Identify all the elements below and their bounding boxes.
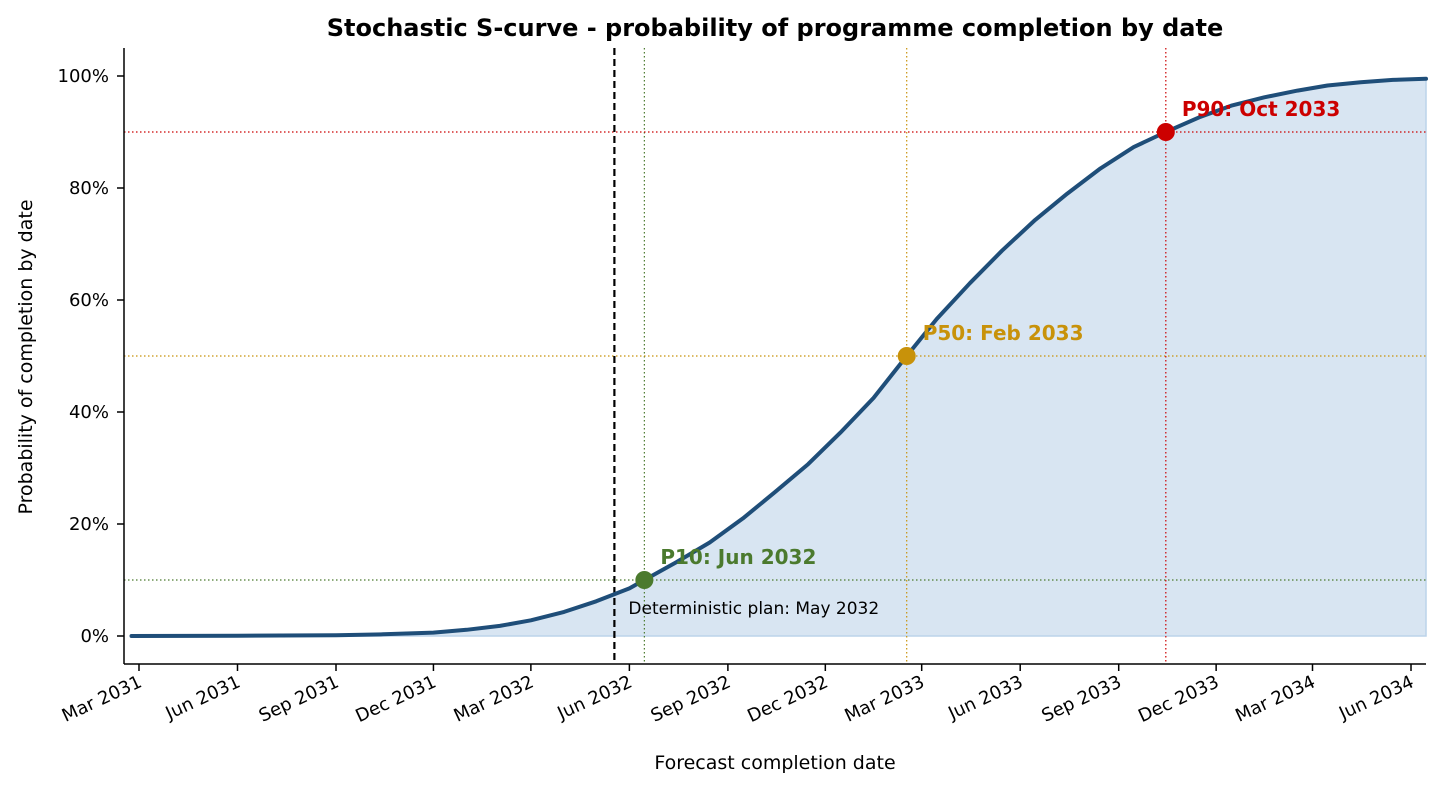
chart-title: Stochastic S-curve - probability of prog… — [327, 14, 1224, 42]
p10-marker-point — [635, 571, 654, 589]
y-tick-label: 20% — [69, 514, 109, 535]
y-tick-label: 60% — [69, 290, 109, 311]
p50-marker-label: P50: Feb 2033 — [923, 321, 1084, 345]
y-axis-label: Probability of completion by date — [15, 199, 37, 514]
y-tick-label: 0% — [80, 626, 109, 647]
p90-marker-point — [1156, 123, 1175, 141]
p50-marker-point — [897, 347, 916, 365]
plot-area: Deterministic plan: May 2032 P10: Jun 203… — [124, 48, 1428, 664]
y-tick-label: 100% — [58, 66, 109, 87]
s-curve-line — [129, 76, 1428, 638]
deterministic-plan-label: Deterministic plan: May 2032 — [628, 599, 879, 619]
x-axis-label: Forecast completion date — [654, 752, 895, 774]
y-tick-label: 40% — [69, 402, 109, 423]
p90-marker-label: P90: Oct 2033 — [1182, 97, 1341, 121]
y-tick-label: 80% — [69, 178, 109, 199]
p10-marker-label: P10: Jun 2032 — [660, 545, 816, 569]
